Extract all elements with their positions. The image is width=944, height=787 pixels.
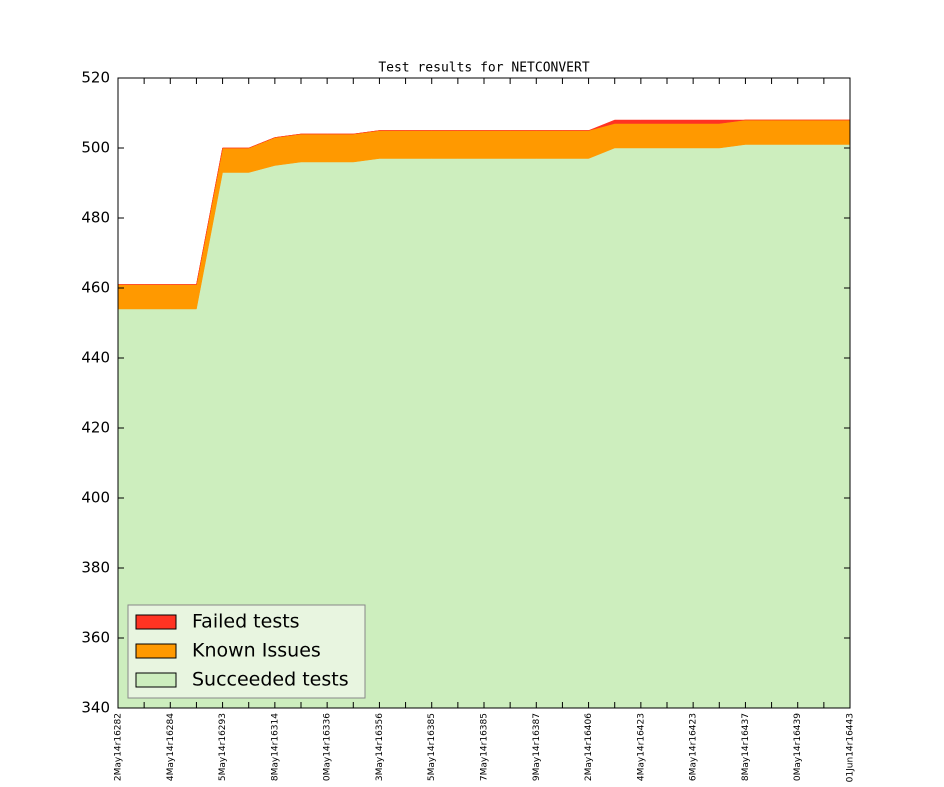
x-tick-label: 8May14r16437 — [741, 713, 751, 781]
legend-swatch — [135, 614, 177, 630]
x-tick-label: 5May14r16385 — [427, 713, 437, 781]
x-tick-label: 4May14r16284 — [166, 713, 176, 781]
x-tick-label: 9May14r16387 — [532, 713, 542, 781]
y-tick-label: 440 — [81, 349, 110, 367]
y-tick-label: 360 — [81, 629, 110, 647]
y-tick-label: 500 — [81, 139, 110, 157]
chart-title: Test results for NETCONVERT — [378, 61, 589, 76]
x-tick-label: 8May14r16314 — [270, 713, 280, 781]
x-tick-label: 0May14r16336 — [323, 713, 333, 781]
area — [118, 119, 850, 285]
x-tick-label: 4May14r16423 — [636, 713, 646, 781]
y-tick-label: 480 — [81, 209, 110, 227]
y-tick-label: 400 — [81, 489, 110, 507]
y-tick-label: 420 — [81, 419, 110, 437]
x-tick-label: 0May14r16439 — [793, 713, 803, 781]
y-tick-label: 460 — [81, 279, 110, 297]
legend-swatch — [135, 643, 177, 659]
y-tick-label: 520 — [81, 69, 110, 87]
x-tick-label: 3May14r16356 — [375, 713, 385, 781]
x-tick-label: 01Jun14r16443 — [846, 713, 856, 782]
legend-swatch — [135, 672, 177, 688]
x-tick-label: 7May14r16385 — [480, 713, 490, 781]
x-tick-label: 2May14r16282 — [114, 713, 124, 781]
legend-label: Known Issues — [192, 640, 321, 662]
x-tick-label: 6May14r16423 — [689, 713, 699, 781]
x-tick-label: 5May14r16293 — [218, 713, 228, 781]
y-tick-label: 340 — [81, 699, 110, 717]
legend-label: Failed tests — [192, 611, 300, 633]
x-tick-label: 2May14r16406 — [584, 713, 594, 781]
y-tick-label: 380 — [81, 559, 110, 577]
legend-label: Succeeded tests — [192, 669, 349, 691]
